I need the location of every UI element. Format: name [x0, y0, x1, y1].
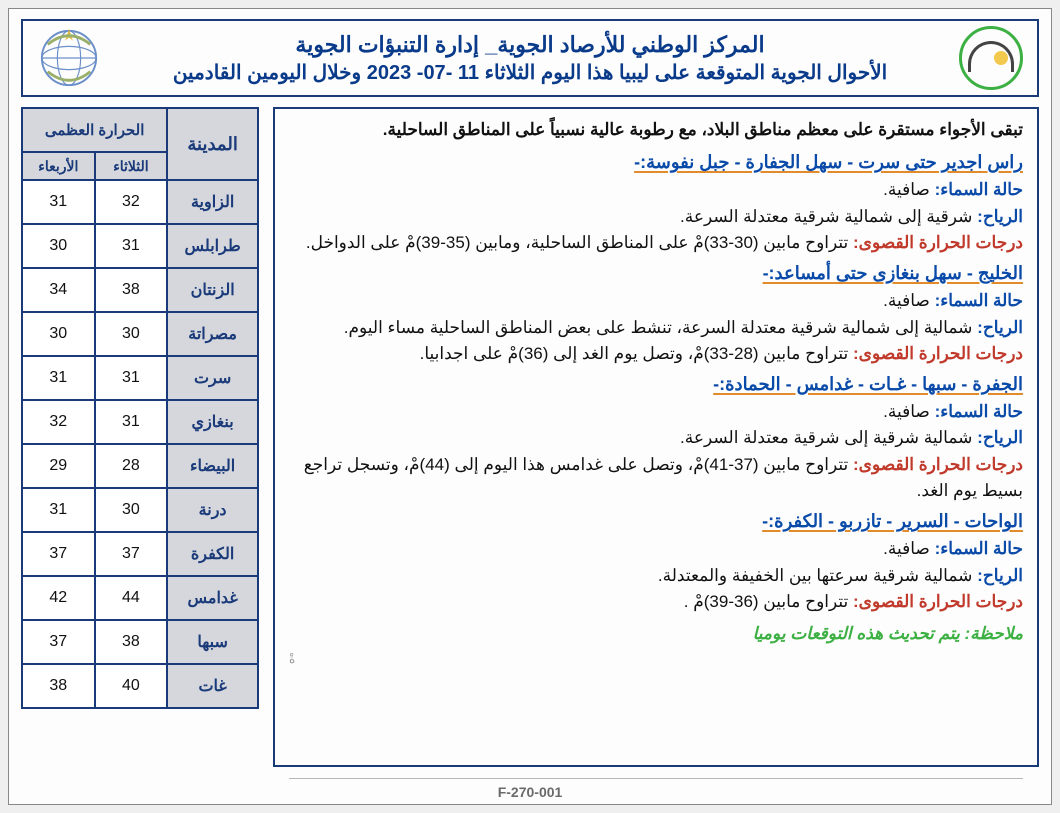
- cell-wed: 37: [22, 620, 95, 664]
- footer-code: F-270-001: [9, 784, 1051, 800]
- cell-city: سبها: [167, 620, 258, 664]
- region-wind: الرياح: شمالية شرقية إلى شرقية معتدلة ال…: [289, 425, 1023, 451]
- cell-tue: 44: [95, 576, 168, 620]
- region-sky: حالة السماء: صافية.: [289, 536, 1023, 562]
- cell-city: الزاوية: [167, 180, 258, 224]
- table-row: غات4038: [22, 664, 258, 708]
- cell-city: بنغازي: [167, 400, 258, 444]
- th-max-temp: الحرارة العظمى: [22, 108, 167, 152]
- cell-wed: 30: [22, 312, 95, 356]
- table-row: غدامس4442: [22, 576, 258, 620]
- org-logo-icon: [959, 26, 1023, 90]
- region-title: راس اجدير حتى سرت - سهل الجفارة - جبل نف…: [289, 149, 1023, 177]
- th-wednesday: الأربعاء: [22, 152, 95, 180]
- cell-city: مصراتة: [167, 312, 258, 356]
- region-sky: حالة السماء: صافية.: [289, 399, 1023, 425]
- cell-wed: 29: [22, 444, 95, 488]
- cell-tue: 38: [95, 268, 168, 312]
- region-temp: درجات الحرارة القصوى: تتراوح مابين (30-3…: [289, 230, 1023, 256]
- region-block: الخليج - سهل بنغازى حتى أمساعد:-حالة الس…: [289, 260, 1023, 367]
- cell-city: سرت: [167, 356, 258, 400]
- header-titles: المركز الوطني للأرصاد الجوية_ إدارة التن…: [113, 32, 947, 85]
- update-note: ملاحظة: يتم تحديث هذه التوقعات يوميا: [289, 621, 1023, 647]
- wmo-logo-icon: [37, 26, 101, 90]
- header-line1: المركز الوطني للأرصاد الجوية_ إدارة التن…: [113, 32, 947, 58]
- table-row: سرت3131: [22, 356, 258, 400]
- forecast-panel: تبقى الأجواء مستقرة على معظم مناطق البلا…: [273, 107, 1039, 767]
- cell-wed: 42: [22, 576, 95, 620]
- cell-tue: 31: [95, 224, 168, 268]
- cell-city: الكفرة: [167, 532, 258, 576]
- cell-wed: 30: [22, 224, 95, 268]
- table-row: الزاوية3231: [22, 180, 258, 224]
- cell-wed: 31: [22, 356, 95, 400]
- cell-wed: 31: [22, 488, 95, 532]
- divider-line: [289, 778, 1023, 779]
- table-row: درنة3031: [22, 488, 258, 532]
- cell-tue: 31: [95, 400, 168, 444]
- cell-wed: 38: [22, 664, 95, 708]
- header-box: المركز الوطني للأرصاد الجوية_ إدارة التن…: [21, 19, 1039, 97]
- cell-wed: 31: [22, 180, 95, 224]
- cell-wed: 34: [22, 268, 95, 312]
- table-row: طرابلس3130: [22, 224, 258, 268]
- cell-wed: 37: [22, 532, 95, 576]
- region-block: الجفرة - سبها - غـات - غدامس - الحمادة:-…: [289, 371, 1023, 504]
- cell-tue: 31: [95, 356, 168, 400]
- region-temp: درجات الحرارة القصوى: تتراوح مابين (36-3…: [289, 589, 1023, 615]
- cell-wed: 32: [22, 400, 95, 444]
- region-title: الخليج - سهل بنغازى حتى أمساعد:-: [289, 260, 1023, 288]
- cell-tue: 38: [95, 620, 168, 664]
- table-row: الزنتان3834: [22, 268, 258, 312]
- region-wind: الرياح: شمالية شرقية سرعتها بين الخفيفة …: [289, 563, 1023, 589]
- region-block: راس اجدير حتى سرت - سهل الجفارة - جبل نف…: [289, 149, 1023, 256]
- region-title: الواحات - السرير - تازربو - الكفرة:-: [289, 508, 1023, 536]
- table-row: الكفرة3737: [22, 532, 258, 576]
- th-city: المدينة: [167, 108, 258, 180]
- region-sky: حالة السماء: صافية.: [289, 177, 1023, 203]
- cell-city: غات: [167, 664, 258, 708]
- page: المركز الوطني للأرصاد الجوية_ إدارة التن…: [8, 8, 1052, 805]
- cell-tue: 28: [95, 444, 168, 488]
- header-line2: الأحوال الجوية المتوقعة على ليبيا هذا ال…: [113, 60, 947, 85]
- region-block: الواحات - السرير - تازربو - الكفرة:-حالة…: [289, 508, 1023, 615]
- cell-city: درنة: [167, 488, 258, 532]
- table-row: البيضاء2829: [22, 444, 258, 488]
- table-row: سبها3837: [22, 620, 258, 664]
- region-wind: الرياح: شمالية إلى شمالية شرقية معتدلة ا…: [289, 315, 1023, 341]
- body-row: تبقى الأجواء مستقرة على معظم مناطق البلا…: [21, 107, 1039, 767]
- region-temp: درجات الحرارة القصوى: تتراوح مابين (37-4…: [289, 452, 1023, 505]
- region-wind: الرياح: شرقية إلى شمالية شرقية معتدلة ال…: [289, 204, 1023, 230]
- region-title: الجفرة - سبها - غـات - غدامس - الحمادة:-: [289, 371, 1023, 399]
- table-row: مصراتة3030: [22, 312, 258, 356]
- table-row: بنغازي3132: [22, 400, 258, 444]
- cell-city: غدامس: [167, 576, 258, 620]
- temperature-table: المدينة الحرارة العظمى الثلاثاء الأربعاء…: [21, 107, 259, 709]
- cell-tue: 40: [95, 664, 168, 708]
- region-sky: حالة السماء: صافية.: [289, 288, 1023, 314]
- cell-tue: 30: [95, 488, 168, 532]
- cell-city: البيضاء: [167, 444, 258, 488]
- th-tuesday: الثلاثاء: [95, 152, 168, 180]
- small-mark: ةْ: [289, 650, 1023, 669]
- region-temp: درجات الحرارة القصوى: تتراوح مابين (28-3…: [289, 341, 1023, 367]
- cell-tue: 30: [95, 312, 168, 356]
- temp-tbody: الزاوية3231طرابلس3130الزنتان3834مصراتة30…: [22, 180, 258, 708]
- cell-tue: 32: [95, 180, 168, 224]
- cell-city: طرابلس: [167, 224, 258, 268]
- intro-text: تبقى الأجواء مستقرة على معظم مناطق البلا…: [289, 117, 1023, 143]
- cell-tue: 37: [95, 532, 168, 576]
- regions-container: راس اجدير حتى سرت - سهل الجفارة - جبل نف…: [289, 149, 1023, 615]
- cell-city: الزنتان: [167, 268, 258, 312]
